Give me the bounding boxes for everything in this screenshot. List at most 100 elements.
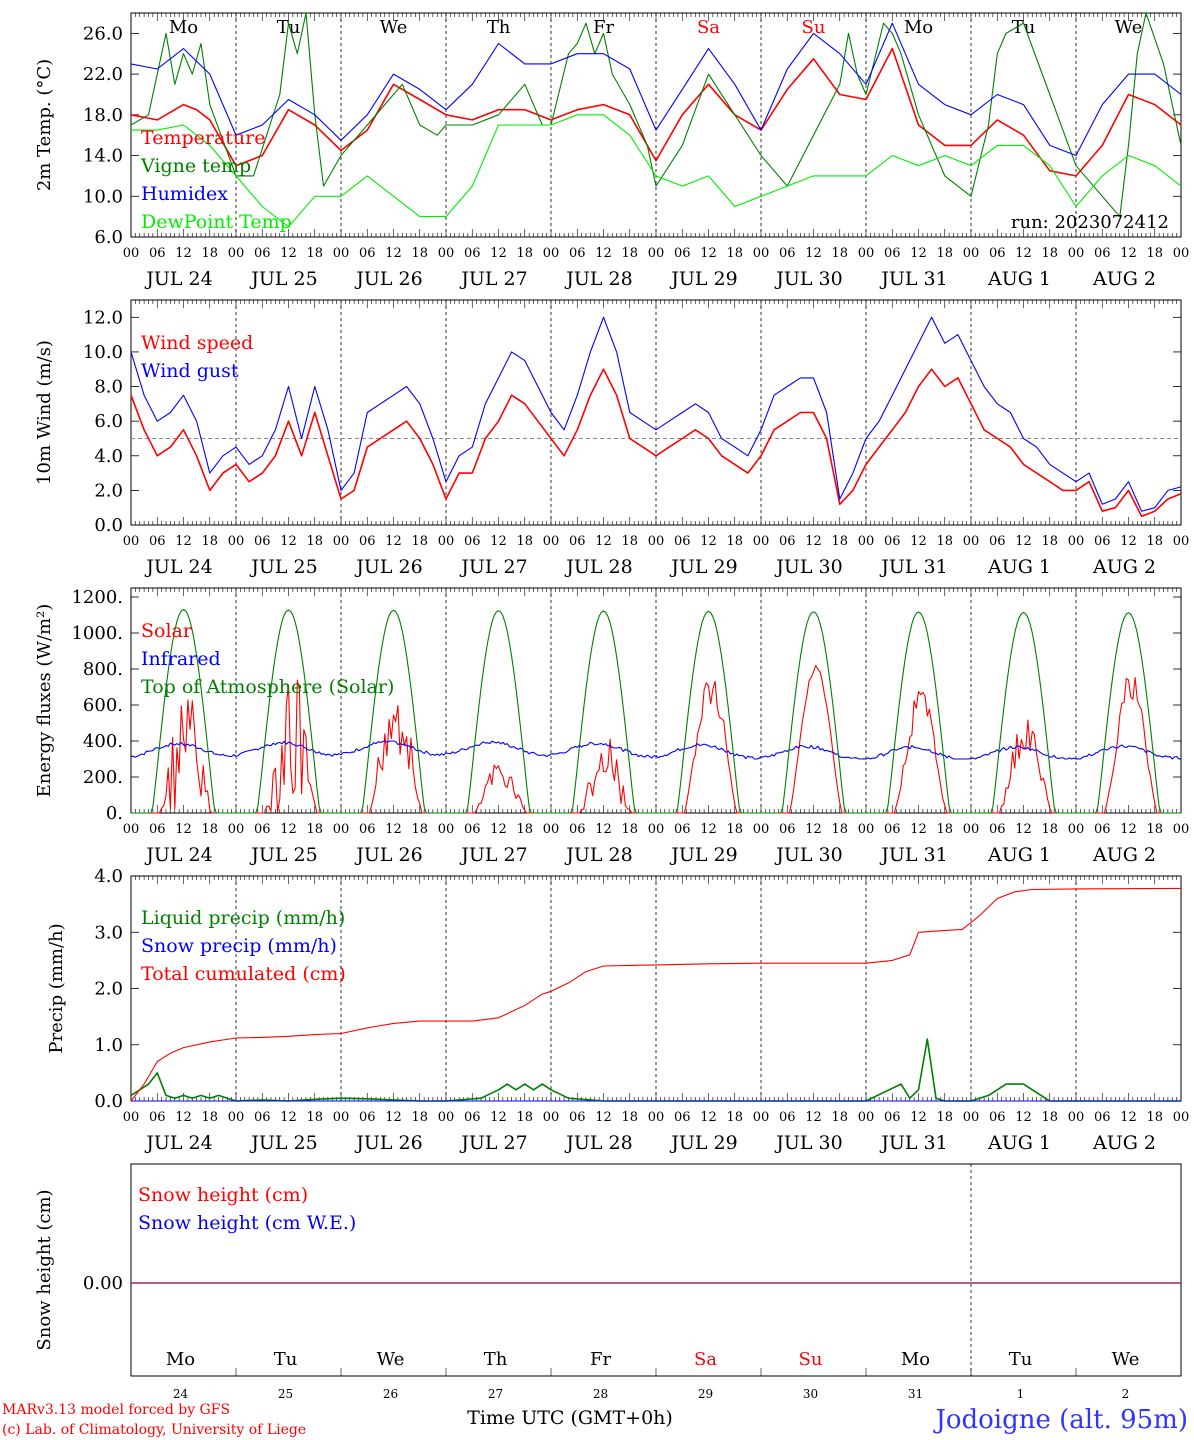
legend-entry: Snow height (cm W.E.): [138, 1212, 356, 1234]
hour-label: 18: [936, 1110, 953, 1125]
weekday-label: Mo: [901, 1349, 930, 1370]
date-label: JUL 29: [669, 844, 737, 866]
date-label: AUG 1: [987, 268, 1051, 290]
hour-label: 12: [385, 246, 402, 261]
panel-1: 00 06 12 18 JUL 24 00 06 12 18 JUL 25 00 06 12 18 JUL …: [34, 12, 1189, 290]
date-label: JUL 27: [459, 844, 527, 866]
legend-entry: DewPoint Temp: [141, 211, 292, 233]
hour-label: 06: [359, 822, 376, 837]
hour-label: 18: [726, 246, 743, 261]
hour-label: 06: [1094, 822, 1111, 837]
hour-label: 00: [228, 1110, 245, 1125]
date-label: JUL 24: [144, 556, 212, 578]
series-line: [130, 316, 1182, 512]
hour-label: 00: [333, 246, 350, 261]
date-label: JUL 24: [144, 268, 212, 290]
series-line: [130, 12, 1182, 218]
day-number: 2: [1122, 1387, 1130, 1401]
date-label: JUL 28: [564, 1132, 632, 1154]
hour-label: 12: [175, 246, 192, 261]
hour-label: 06: [884, 534, 901, 549]
legend-entry: Snow precip (mm/h): [141, 935, 337, 957]
hour-label: 06: [569, 534, 586, 549]
y-tick-label: 26.0: [83, 23, 123, 44]
hour-label: 00: [858, 534, 875, 549]
hour-label: 00: [648, 822, 665, 837]
hour-label: 06: [569, 246, 586, 261]
hour-label: 06: [884, 822, 901, 837]
hour-label: 12: [280, 1110, 297, 1125]
hour-label: 18: [936, 246, 953, 261]
hour-label: 06: [989, 534, 1006, 549]
panel-3: 00 06 12 18 JUL 24 00 06 12 18 JUL 25 00 06 12 18 JUL …: [34, 587, 1189, 866]
series-line: [130, 887, 1182, 1102]
y-axis-label: Precip (mm/h): [46, 923, 67, 1053]
panel-5: Mo 24 Tu 25 We 26 Th 27 Fr 28 Sa 29 Su 30 Mo 31 Tu 1 We 2 0.…: [34, 1163, 1182, 1401]
hour-label: 12: [280, 246, 297, 261]
weekday-label: Tu: [274, 1349, 298, 1370]
weekday-label: Su: [799, 1349, 823, 1370]
hour-label: 18: [726, 1110, 743, 1125]
y-tick-label: 3.0: [94, 922, 123, 943]
hour-label: 00: [1173, 1110, 1190, 1125]
hour-label: 00: [753, 1110, 770, 1125]
legend-entry: Temperature: [141, 127, 265, 149]
hour-label: 18: [1146, 534, 1163, 549]
weekday-label: We: [377, 1349, 405, 1370]
series-line: [130, 740, 1182, 760]
weekday-label: Tu: [1009, 1349, 1033, 1370]
hour-label: 18: [516, 534, 533, 549]
hour-label: 12: [490, 822, 507, 837]
legend-entry: Total cumulated (cm): [141, 963, 346, 985]
hour-label: 00: [963, 534, 980, 549]
date-label: JUL 26: [354, 556, 422, 578]
hour-label: 00: [858, 822, 875, 837]
y-tick-label: 800.: [83, 659, 123, 680]
hour-label: 12: [700, 534, 717, 549]
date-label: AUG 1: [987, 556, 1051, 578]
day-number: 1: [1017, 1387, 1025, 1401]
y-axis-label: 2m Temp. (°C): [34, 59, 55, 191]
hour-label: 12: [1015, 1110, 1032, 1125]
hour-label: 06: [674, 534, 691, 549]
date-label: AUG 1: [987, 844, 1051, 866]
hour-label: 00: [963, 246, 980, 261]
y-tick-label: 14.0: [83, 146, 123, 167]
series-line: [130, 368, 1182, 518]
hour-label: 06: [779, 534, 796, 549]
weekday-label: We: [380, 17, 408, 38]
hour-label: 12: [910, 1110, 927, 1125]
series-line: [131, 609, 1181, 814]
hour-label: 12: [910, 822, 927, 837]
hour-label: 18: [1041, 534, 1058, 549]
hour-label: 12: [595, 822, 612, 837]
y-tick-label: 1.0: [94, 1035, 123, 1056]
hour-label: 00: [1173, 534, 1190, 549]
hour-label: 18: [411, 1110, 428, 1125]
hour-label: 18: [1146, 1110, 1163, 1125]
y-tick-label: 12.0: [83, 307, 123, 328]
date-label: JUL 30: [774, 268, 842, 290]
y-axis-label: Energy fluxes (W/m²): [34, 604, 55, 798]
hour-label: 06: [569, 822, 586, 837]
hour-label: 12: [175, 534, 192, 549]
day-number: 27: [488, 1387, 503, 1401]
hour-label: 00: [438, 1110, 455, 1125]
hour-label: 06: [464, 246, 481, 261]
hour-label: 12: [700, 246, 717, 261]
series-line: [130, 1038, 1181, 1102]
hour-label: 00: [543, 534, 560, 549]
series-line: [131, 114, 1182, 228]
hour-label: 06: [1094, 534, 1111, 549]
hour-label: 12: [490, 534, 507, 549]
hour-label: 00: [228, 246, 245, 261]
weekday-label: Tu: [1012, 17, 1036, 38]
weekday-label: Th: [487, 17, 511, 38]
hour-label: 06: [464, 534, 481, 549]
hour-label: 00: [648, 1110, 665, 1125]
y-tick-label: 0.0: [94, 1091, 123, 1112]
hour-label: 12: [595, 534, 612, 549]
date-label: JUL 28: [564, 556, 632, 578]
hour-label: 06: [149, 534, 166, 549]
